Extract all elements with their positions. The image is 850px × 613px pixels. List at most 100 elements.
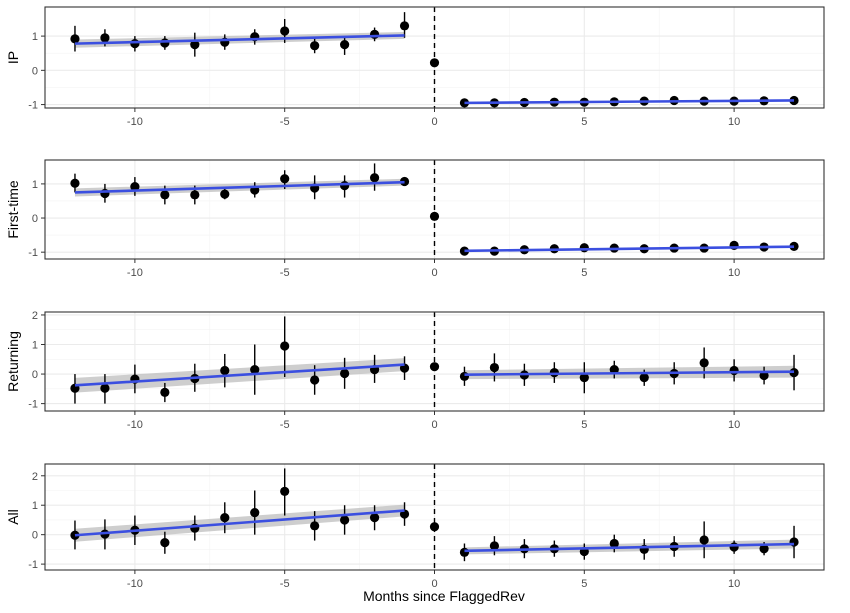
- data-point: [609, 365, 619, 375]
- data-point: [280, 486, 290, 496]
- data-point: [729, 542, 739, 552]
- data-point: [70, 34, 80, 44]
- y-tick-label: -1: [28, 100, 38, 112]
- x-tick-label: -10: [127, 267, 143, 279]
- data-point: [310, 41, 320, 51]
- data-point: [369, 512, 380, 523]
- y-tick-label: 1: [32, 31, 38, 43]
- data-point: [340, 40, 350, 50]
- x-tick-label: -5: [280, 578, 290, 590]
- data-point: [429, 211, 440, 221]
- data-point: [729, 365, 739, 376]
- y-axis-title: Returning: [5, 331, 21, 392]
- x-tick-label: -5: [280, 116, 290, 128]
- x-tick-label: 5: [581, 116, 587, 128]
- x-axis-title: Months since FlaggedRev: [363, 588, 525, 604]
- data-point: [579, 373, 589, 383]
- data-point: [310, 521, 320, 531]
- y-tick-label: 0: [32, 213, 38, 225]
- data-point: [130, 39, 140, 49]
- data-point: [639, 373, 649, 383]
- data-point: [399, 176, 410, 187]
- data-point: [220, 365, 230, 376]
- fit-line: [74, 180, 405, 194]
- x-tick-label: -10: [127, 419, 143, 431]
- fit-line: [464, 542, 795, 553]
- data-point: [280, 341, 290, 351]
- data-point: [340, 515, 350, 525]
- x-tick-label: 10: [728, 419, 740, 431]
- fit-line: [74, 509, 405, 537]
- data-point: [459, 547, 470, 557]
- y-tick-label: 1: [32, 340, 38, 352]
- data-point: [399, 21, 410, 31]
- x-tick-label: 5: [581, 578, 587, 590]
- data-point: [489, 362, 500, 373]
- y-tick-label: 1: [32, 179, 38, 191]
- data-point: [489, 541, 500, 551]
- data-point: [220, 512, 230, 523]
- x-tick-label: -5: [280, 267, 290, 279]
- y-axis-title: First-time: [5, 180, 21, 239]
- data-point: [190, 190, 200, 200]
- data-point: [340, 368, 350, 379]
- y-tick-label: 0: [32, 369, 38, 381]
- y-tick-label: 0: [32, 530, 38, 542]
- x-tick-label: -10: [127, 578, 143, 590]
- data-point: [280, 174, 290, 184]
- data-point: [699, 535, 709, 545]
- y-axis-title: All: [5, 509, 21, 525]
- y-tick-label: 2: [32, 471, 38, 483]
- x-tick-label: 10: [728, 578, 740, 590]
- data-point: [130, 182, 140, 192]
- y-tick-label: -1: [28, 559, 38, 571]
- x-tick-label: 0: [431, 267, 437, 279]
- x-tick-label: 5: [581, 267, 587, 279]
- y-axis-title: IP: [5, 51, 21, 64]
- data-point: [759, 544, 769, 554]
- data-point: [160, 387, 170, 397]
- x-tick-label: -10: [127, 116, 143, 128]
- data-point: [609, 538, 619, 549]
- data-point: [579, 243, 589, 253]
- data-point: [250, 365, 260, 375]
- x-tick-label: 0: [431, 578, 437, 590]
- fit-line: [464, 99, 795, 105]
- data-point: [100, 33, 110, 43]
- fit-line: [74, 363, 405, 387]
- data-point: [369, 29, 380, 39]
- data-point: [459, 371, 470, 382]
- data-point: [429, 362, 440, 372]
- x-tick-label: 0: [431, 116, 437, 128]
- data-point: [190, 40, 200, 50]
- data-point: [160, 38, 170, 48]
- x-tick-label: 0: [431, 419, 437, 431]
- data-point: [100, 383, 110, 393]
- y-tick-label: -1: [28, 399, 38, 411]
- data-point: [70, 530, 80, 540]
- data-point: [789, 241, 799, 251]
- data-point: [429, 58, 440, 68]
- x-tick-label: 5: [581, 419, 587, 431]
- y-tick-label: 2: [32, 310, 38, 322]
- data-point: [70, 178, 80, 188]
- fit-line: [464, 370, 795, 376]
- data-point: [369, 173, 380, 183]
- data-point: [459, 246, 470, 256]
- data-point: [429, 522, 440, 532]
- data-point: [160, 190, 170, 200]
- fit-line: [464, 245, 795, 253]
- y-tick-label: -1: [28, 247, 38, 259]
- data-point: [340, 181, 350, 191]
- data-point: [250, 507, 260, 518]
- x-tick-label: 10: [728, 116, 740, 128]
- fit-line: [74, 34, 405, 45]
- y-tick-label: 0: [32, 65, 38, 77]
- data-point: [280, 26, 290, 36]
- y-tick-label: 1: [32, 500, 38, 512]
